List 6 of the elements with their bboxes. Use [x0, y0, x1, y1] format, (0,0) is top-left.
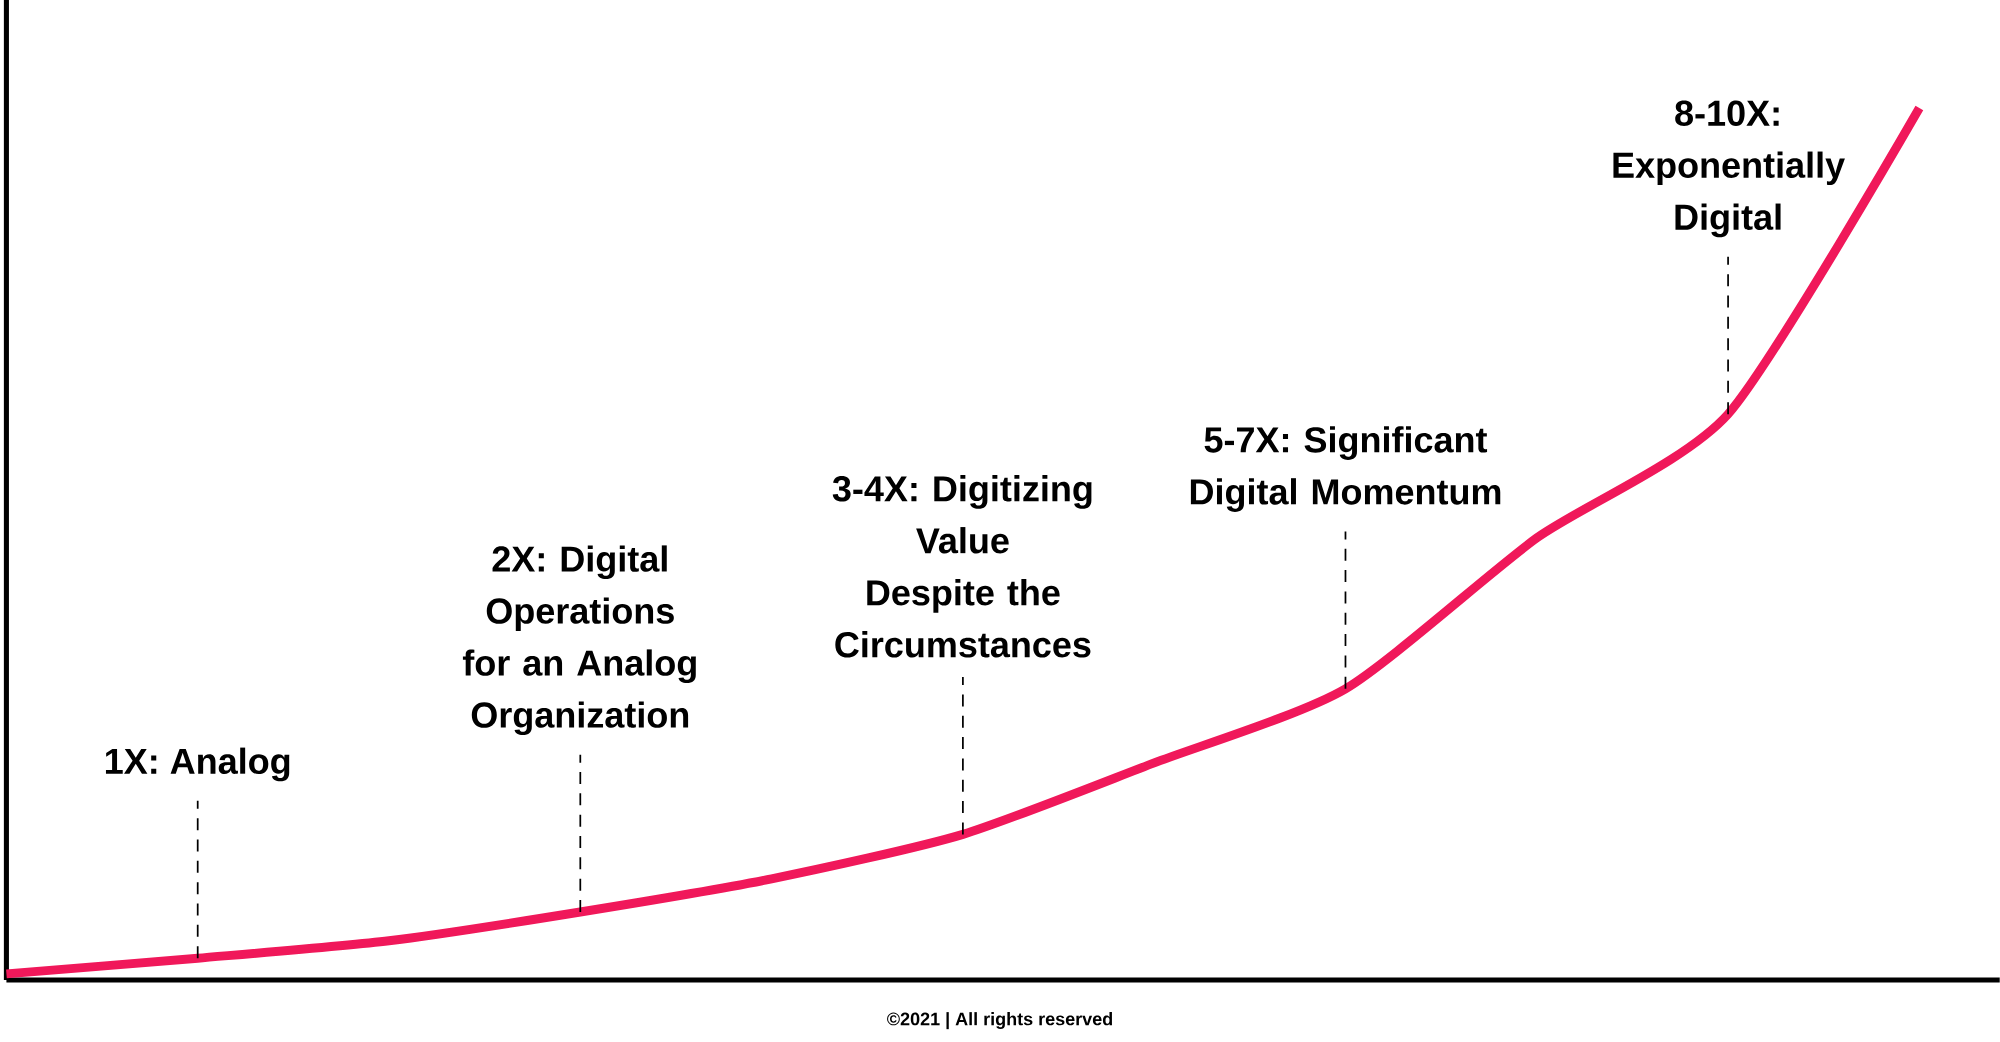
annotation: 8-10X: Exponentially Digital	[1613, 100, 1845, 238]
annotation: 2X: Digital Operations for an Analog Organization	[462, 545, 696, 736]
annotation: 1X: Analog	[105, 747, 290, 782]
annotation: 3-4X: Digitizing Value Despite the Circumstances	[832, 475, 1092, 658]
annotation: 5-7X: Significant Digital Momentum	[1190, 426, 1501, 512]
text: ©2021 | All rights reserved	[887, 1012, 1112, 1030]
